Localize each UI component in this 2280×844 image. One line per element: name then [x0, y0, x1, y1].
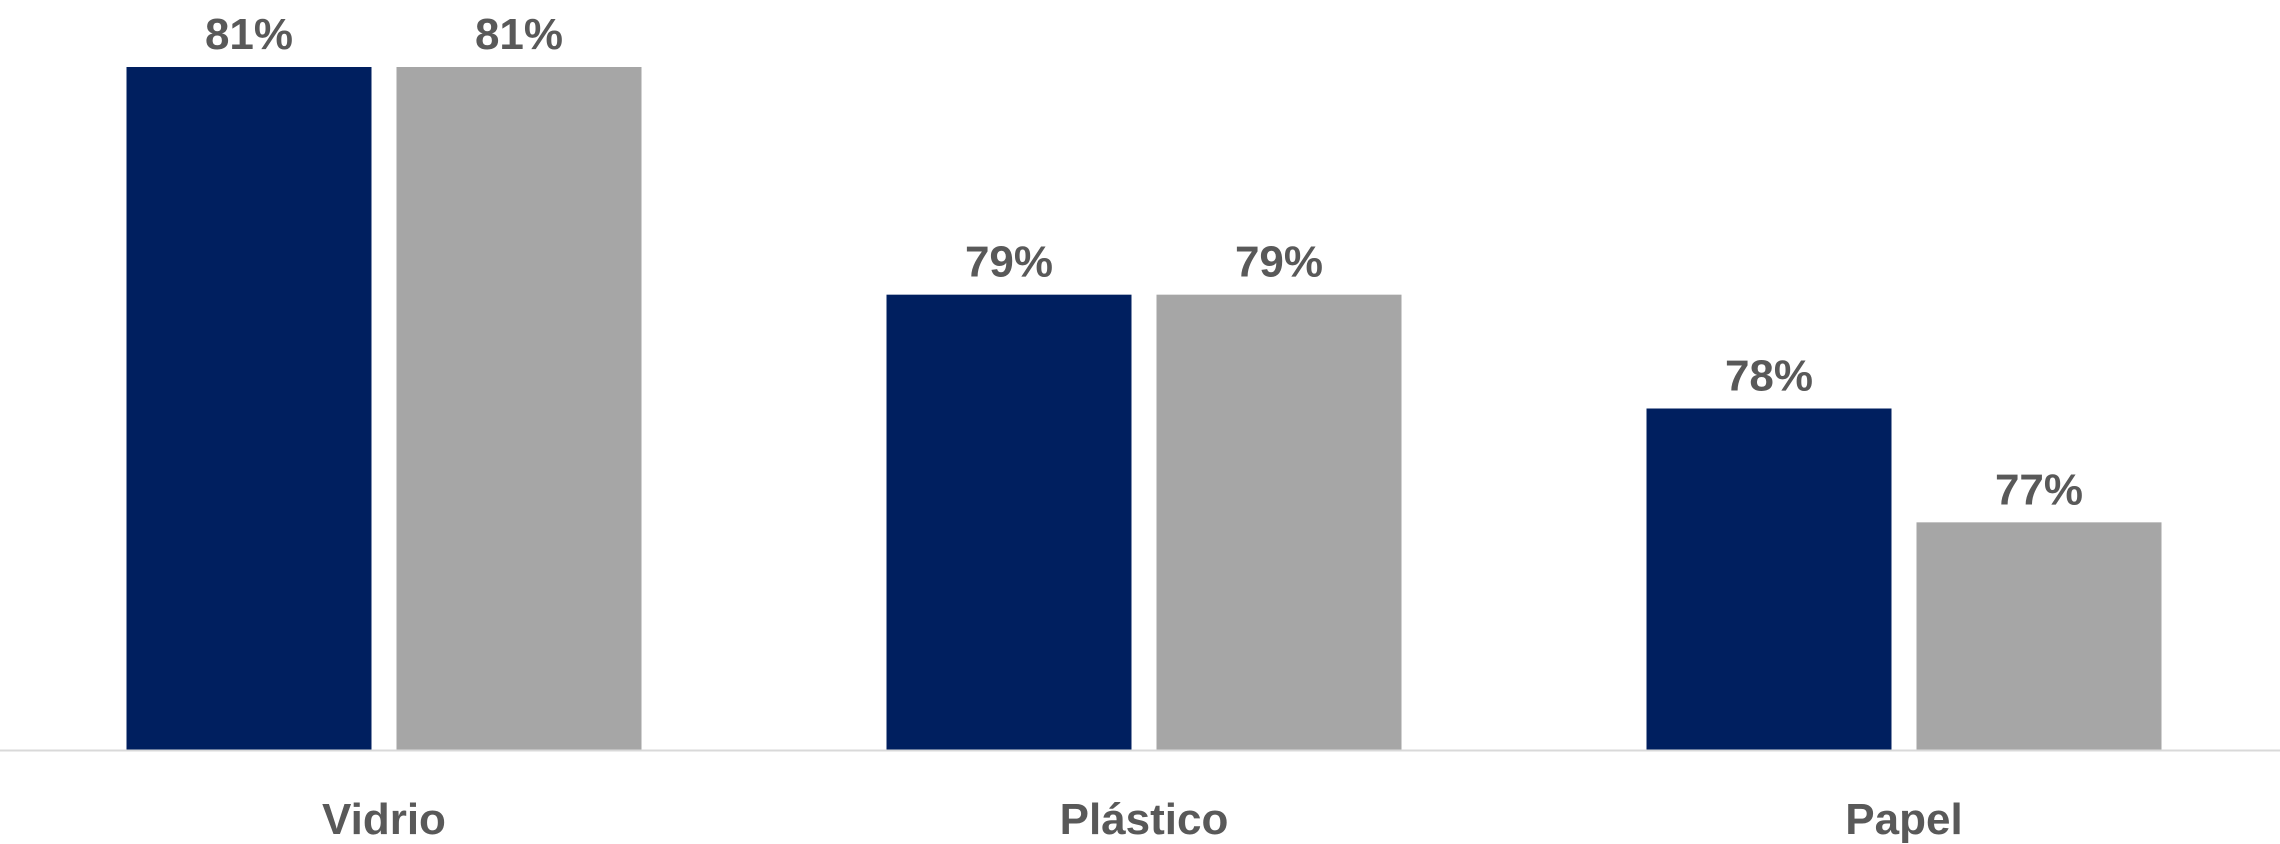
data-label-vidrio-series-1: 81%: [205, 10, 293, 59]
data-label-vidrio-series-2: 81%: [475, 10, 563, 59]
data-label-plastico-series-1: 79%: [965, 238, 1053, 287]
value-labels-group: 81% 81% 79% 79% 78% 77%: [205, 10, 2083, 514]
category-labels-group: Vidrio Plástico Papel: [322, 795, 1963, 844]
bars-group: [126, 67, 2162, 750]
bar-plastico-series-1: [886, 294, 1132, 750]
category-label-plastico: Plástico: [1060, 795, 1229, 844]
bar-vidrio-series-1: [126, 67, 372, 750]
bar-vidrio-series-2: [396, 67, 642, 750]
bar-papel-series-1: [1646, 408, 1892, 750]
data-label-papel-series-1: 78%: [1725, 352, 1813, 401]
data-label-plastico-series-2: 79%: [1235, 238, 1323, 287]
category-label-papel: Papel: [1845, 795, 1962, 844]
bar-papel-series-2: [1916, 522, 2162, 750]
bar-plastico-series-2: [1156, 294, 1402, 750]
data-label-papel-series-2: 77%: [1995, 465, 2083, 514]
category-label-vidrio: Vidrio: [322, 795, 446, 844]
